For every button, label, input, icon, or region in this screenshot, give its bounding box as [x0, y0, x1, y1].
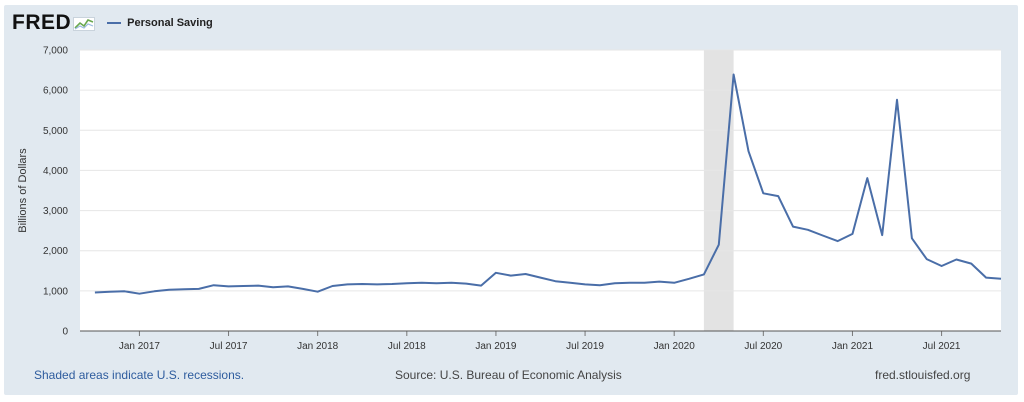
x-tick-label-6: Jan 2020 — [654, 341, 696, 352]
x-tick-label-7: Jul 2020 — [744, 341, 782, 352]
fred-graph-icon — [73, 17, 96, 31]
y-axis-ticks: 0 1,000 2,000 3,000 4,000 5,000 6,000 7,000 — [43, 46, 68, 338]
x-tick-label-5: Jul 2019 — [566, 341, 604, 352]
legend-swatch — [107, 22, 122, 24]
plot-background — [80, 50, 1001, 331]
x-axis-ticks: Jan 2017 Jul 2017 Jan 2018 Jul 2018 Jan 2019… — [119, 331, 961, 352]
series-line-personal-saving[interactable] — [94, 73, 1002, 295]
x-tick-label-3: Jul 2018 — [388, 341, 426, 352]
y-tick-label-6: 6,000 — [43, 86, 68, 97]
source-note: Source: U.S. Bureau of Economic Analysis — [395, 368, 622, 382]
chart-header: FRED Personal Saving — [12, 10, 213, 36]
recession-layer — [703, 50, 734, 331]
legend[interactable]: Personal Saving — [107, 17, 213, 29]
legend-label: Personal Saving — [127, 17, 213, 29]
x-tick-label-1: Jul 2017 — [210, 341, 248, 352]
x-tick-label-2: Jan 2018 — [297, 341, 339, 352]
site-link[interactable]: fred.stlouisfed.org — [875, 368, 971, 382]
y-tick-label-2: 2,000 — [43, 246, 68, 257]
y-tick-label-1: 1,000 — [43, 286, 68, 297]
footer: Shaded areas indicate U.S. recessions. S… — [0, 368, 1024, 386]
recession-note: Shaded areas indicate U.S. recessions. — [34, 368, 245, 382]
y-tick-label-5: 5,000 — [43, 126, 68, 137]
x-tick-label-9: Jul 2021 — [923, 341, 961, 352]
x-tick-label-8: Jan 2021 — [832, 341, 874, 352]
fred-logo[interactable]: FRED — [12, 11, 72, 34]
y-tick-label-4: 4,000 — [43, 166, 68, 177]
y-tick-label-7: 7,000 — [43, 46, 68, 57]
y-tick-label-0: 0 — [62, 327, 68, 338]
y-tick-label-3: 3,000 — [43, 206, 68, 217]
x-tick-label-4: Jan 2019 — [475, 341, 517, 352]
x-tick-label-0: Jan 2017 — [119, 341, 161, 352]
recession-band-0 — [703, 50, 734, 331]
y-axis-label: Billions of Dollars — [17, 148, 29, 233]
grid-layer — [80, 49, 1001, 292]
